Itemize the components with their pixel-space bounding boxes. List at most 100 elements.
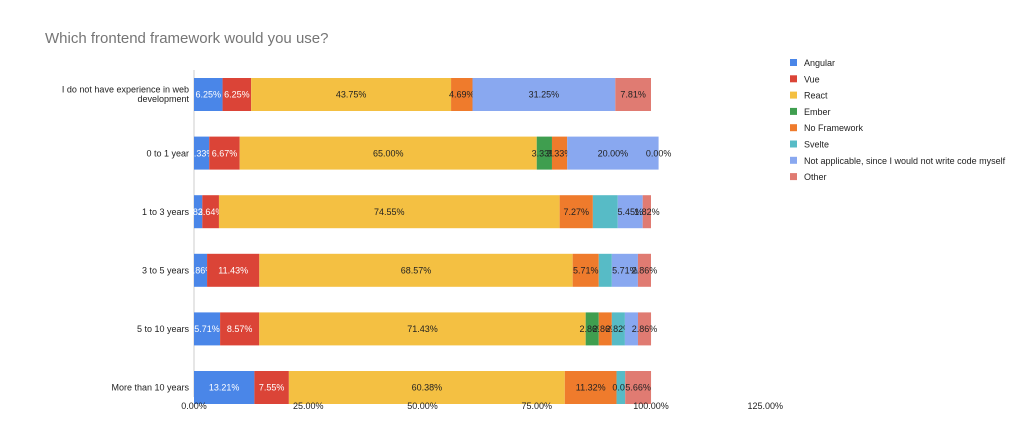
bar-segment	[254, 371, 289, 404]
category-label: 0 to 1 year	[146, 148, 189, 158]
bar-segment	[598, 253, 612, 287]
data-label: 6.25%	[196, 90, 222, 100]
category-label: More than 10 years	[111, 383, 189, 393]
bar-segment	[251, 78, 452, 111]
data-label: 1.82%	[185, 207, 211, 217]
data-label: 2.86%	[632, 265, 658, 275]
data-label: 43.75%	[336, 90, 367, 100]
x-axis-ticks: 0.00% 25.00% 50.00% 75.00% 100.00% 125.00%	[181, 401, 783, 411]
bar-segment	[637, 312, 652, 346]
bar-segment	[239, 136, 537, 170]
legend-swatch	[790, 140, 797, 148]
bar-segment	[220, 312, 260, 346]
data-label: 3.33%	[189, 148, 215, 158]
data-label: 5.71%	[612, 265, 638, 275]
data-label: 2.86%	[632, 324, 658, 334]
legend-label: Not applicable, since I would not write …	[804, 156, 1006, 166]
bar-segment	[536, 136, 552, 170]
data-label: 2.86%	[593, 324, 619, 334]
bar-segment	[551, 136, 568, 170]
data-label: 3.64%	[198, 207, 224, 217]
data-label: 0.00%	[646, 148, 672, 158]
category-label: 5 to 10 years	[137, 324, 190, 334]
data-label: 7.27%	[563, 207, 589, 217]
legend-label: Vue	[804, 74, 820, 84]
bar-segment	[592, 195, 618, 229]
bar-segment	[598, 312, 612, 346]
data-label: 7.55%	[259, 383, 285, 393]
category-label: I do not have experience in web developme…	[62, 84, 190, 104]
bar-segment	[616, 371, 626, 404]
data-label: 5.66%	[625, 383, 651, 393]
data-label: 4.69%	[449, 90, 475, 100]
bar-segment	[194, 136, 210, 170]
bar-segment	[572, 253, 599, 287]
chart-title: Which frontend framework would you use?	[45, 30, 328, 47]
data-label: 2.82%	[606, 324, 632, 334]
data-label: 20.00%	[598, 148, 629, 158]
bar-segment	[624, 312, 638, 346]
bar-segment	[222, 78, 252, 111]
bars: 6.25% 6.25% 43.75% 4.69% 31.25% 7.81%3.33%6.6…	[185, 78, 671, 404]
bar-segment	[259, 312, 586, 346]
bar-segment	[611, 253, 638, 287]
x-tick-label: 125.00%	[747, 401, 783, 411]
legend-label: No Framework	[804, 123, 864, 133]
data-label: 7.81%	[620, 90, 646, 100]
data-label: 2.86%	[188, 265, 214, 275]
legend-swatch	[790, 173, 797, 181]
data-label: 13.21%	[209, 383, 240, 393]
data-label: 74.55%	[374, 207, 405, 217]
data-label: 60.38%	[412, 383, 443, 393]
bar-segment	[567, 136, 659, 170]
bar-segment	[259, 253, 573, 287]
bar-segment	[637, 253, 651, 287]
legend-label: Angular	[804, 58, 835, 68]
bar-segment	[209, 136, 240, 170]
data-label: 5.71%	[194, 324, 220, 334]
data-label: 5.45%	[617, 207, 643, 217]
legend-label: React	[804, 91, 828, 101]
bar-segment	[194, 371, 255, 404]
x-tick-label: 100.00%	[633, 401, 669, 411]
bar-segment	[559, 195, 593, 229]
x-tick-label: 75.00%	[521, 401, 552, 411]
bar-segment	[194, 78, 223, 111]
data-label: 65.00%	[373, 148, 404, 158]
legend-label: Svelte	[804, 140, 829, 150]
bar-segment	[611, 312, 625, 346]
data-label: 31.25%	[529, 90, 560, 100]
x-tick-label: 25.00%	[293, 401, 324, 411]
data-label: 6.25%	[224, 90, 250, 100]
data-label: 3.33%	[547, 148, 573, 158]
legend-swatch	[790, 59, 797, 66]
data-label: 5.71%	[573, 265, 599, 275]
bar-segment	[564, 371, 617, 404]
bar-segment	[625, 371, 652, 404]
bar-segment	[194, 195, 203, 229]
bar-segment	[615, 78, 651, 111]
data-label: 1.82%	[634, 207, 660, 217]
bar-segment	[585, 312, 599, 346]
bar-segment	[202, 195, 219, 229]
legend-swatch	[790, 107, 797, 115]
bar-segment	[472, 78, 616, 111]
bar-segment	[451, 78, 473, 111]
bar-segment	[218, 195, 560, 229]
data-label: 6.67%	[212, 148, 238, 158]
data-label: 3.33%	[532, 148, 558, 158]
bar-segment	[617, 195, 643, 229]
data-label: 8.57%	[227, 324, 253, 334]
x-tick-label: 0.00%	[181, 401, 207, 411]
data-label: 68.57%	[401, 265, 432, 275]
data-label: 11.43%	[218, 265, 248, 275]
category-labels: I do not have experience in web developme…	[62, 84, 190, 392]
bar-segment	[288, 371, 565, 404]
legend-label: Other	[804, 172, 827, 182]
legend-swatch	[790, 124, 797, 132]
legend-label: Ember	[804, 107, 831, 117]
legend-swatch	[790, 156, 797, 164]
legend-swatch	[790, 91, 797, 99]
category-label: 1 to 3 years	[142, 207, 190, 217]
